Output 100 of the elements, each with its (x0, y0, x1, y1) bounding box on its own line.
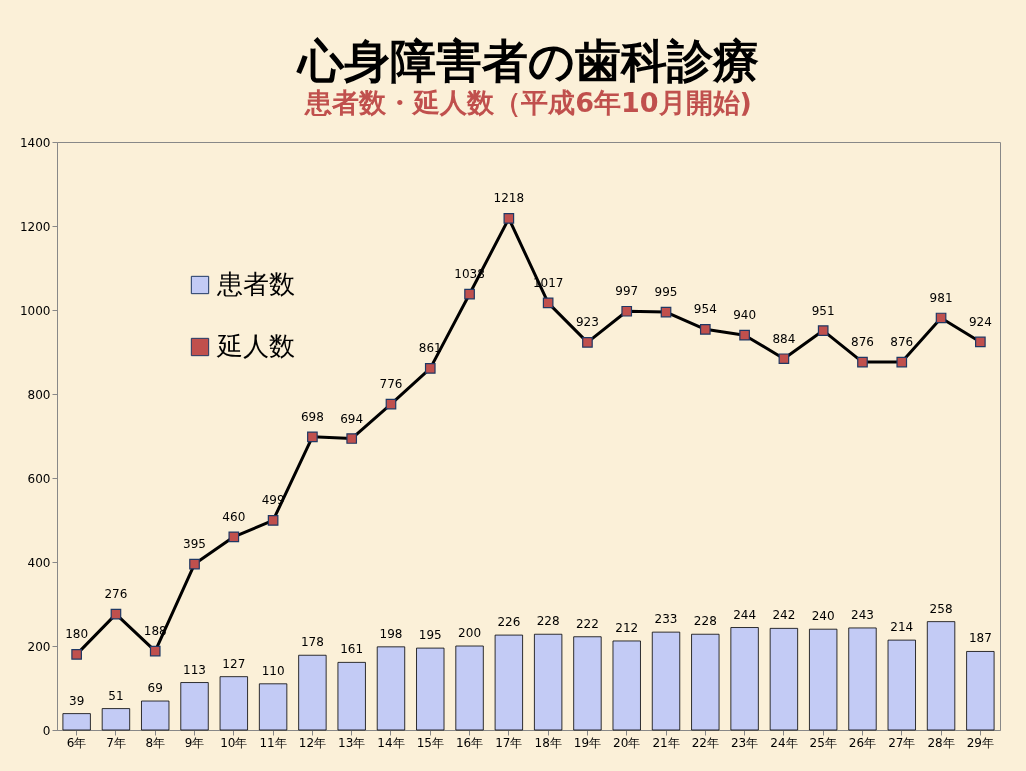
data-label: 884 (772, 331, 796, 346)
point (267, 515, 279, 526)
bar (691, 633, 720, 731)
y-tick-label: 400 (27, 555, 51, 570)
point (621, 305, 633, 317)
x-tick-label: 9年 (184, 735, 205, 750)
x-tick-label: 14年 (377, 735, 405, 750)
x-tick-label: 15年 (416, 735, 444, 750)
data-label: 240 (811, 609, 835, 624)
chart-subtitle: 患者数・延人数（平成6年10月開始) (304, 87, 752, 118)
data-label: 69 (147, 681, 163, 696)
bar (769, 627, 799, 731)
x-tick-label: 23年 (730, 735, 759, 750)
data-label: 51 (108, 688, 124, 703)
data-label: 244 (733, 607, 757, 622)
bar (416, 647, 445, 731)
y-tick-label: 0 (42, 723, 51, 738)
x-tick-label: 28年 (927, 735, 955, 750)
bar (258, 683, 288, 731)
x-tick-label: 26年 (848, 735, 877, 750)
bar (887, 639, 916, 731)
data-label: 178 (300, 635, 324, 650)
data-label: 113 (183, 662, 206, 677)
data-label: 187 (968, 631, 992, 646)
y-tick-label: 800 (27, 387, 51, 402)
data-label: 1218 (493, 191, 525, 206)
bar (809, 628, 838, 731)
data-label: 698 (300, 409, 324, 424)
data-label: 180 (65, 627, 89, 642)
data-label: 161 (340, 642, 364, 657)
bar (651, 631, 681, 731)
x-tick-label: 22年 (691, 735, 719, 750)
bar (926, 621, 956, 731)
bar (573, 636, 602, 731)
data-label: 861 (418, 341, 442, 356)
bar (494, 634, 524, 731)
x-tick-label: 13年 (338, 735, 366, 750)
data-label: 940 (733, 308, 757, 323)
bar (455, 645, 484, 731)
bar (966, 651, 995, 731)
x-tick-label: 19年 (573, 735, 602, 750)
data-label: 226 (497, 615, 521, 630)
point (307, 431, 318, 443)
data-label: 39 (69, 693, 85, 708)
x-tick-label: 17年 (495, 735, 523, 750)
bar (337, 661, 366, 731)
data-label: 198 (379, 626, 403, 641)
x-tick-label: 24年 (770, 735, 798, 750)
data-label: 995 (654, 285, 678, 300)
data-label: 924 (968, 314, 992, 329)
bar (533, 633, 563, 731)
chart-title: 心身障害者の歯科診療 (296, 34, 759, 88)
y-tick-label: 600 (27, 471, 51, 486)
x-tick-label: 12年 (298, 735, 327, 750)
data-label: 233 (654, 612, 678, 627)
x-tick-label: 8年 (145, 735, 166, 750)
bar (298, 654, 327, 731)
data-label: 951 (811, 303, 835, 318)
point (975, 336, 986, 348)
point (228, 531, 240, 543)
data-label: 776 (379, 377, 403, 392)
data-label: 876 (890, 335, 914, 350)
x-tick-label: 21年 (652, 735, 680, 750)
data-label: 200 (458, 626, 482, 640)
point (503, 213, 515, 224)
point (896, 356, 908, 368)
data-label: 222 (575, 616, 599, 631)
bar (219, 676, 248, 731)
y-tick-label: 1200 (19, 219, 51, 234)
data-label: 242 (772, 608, 796, 623)
x-tick-label: 29年 (966, 735, 994, 750)
bar (848, 627, 877, 731)
bar (730, 627, 759, 731)
data-label: 228 (536, 614, 560, 629)
data-label: 110 (261, 663, 285, 678)
point (464, 288, 475, 300)
data-label: 395 (183, 537, 206, 552)
x-tick-label: 10年 (220, 735, 248, 750)
data-label: 876 (851, 335, 874, 350)
point (739, 329, 750, 341)
point (857, 356, 868, 368)
bar (101, 708, 131, 731)
data-label: 127 (222, 656, 246, 671)
point (149, 645, 161, 657)
bar (180, 682, 209, 731)
data-label: 243 (851, 607, 874, 622)
point (699, 323, 711, 335)
data-label: 212 (615, 620, 639, 635)
point (189, 558, 200, 570)
x-tick-label: 7年 (106, 735, 126, 750)
bar (376, 646, 406, 731)
legend-label: 延人数 (216, 331, 295, 361)
data-label: 923 (575, 315, 599, 330)
x-tick-label: 27年 (888, 735, 916, 750)
point (542, 297, 554, 309)
data-label: 997 (615, 284, 639, 299)
data-label: 276 (104, 587, 128, 602)
x-tick-label: 11年 (259, 735, 287, 750)
point (582, 337, 593, 348)
data-label: 694 (340, 411, 364, 426)
